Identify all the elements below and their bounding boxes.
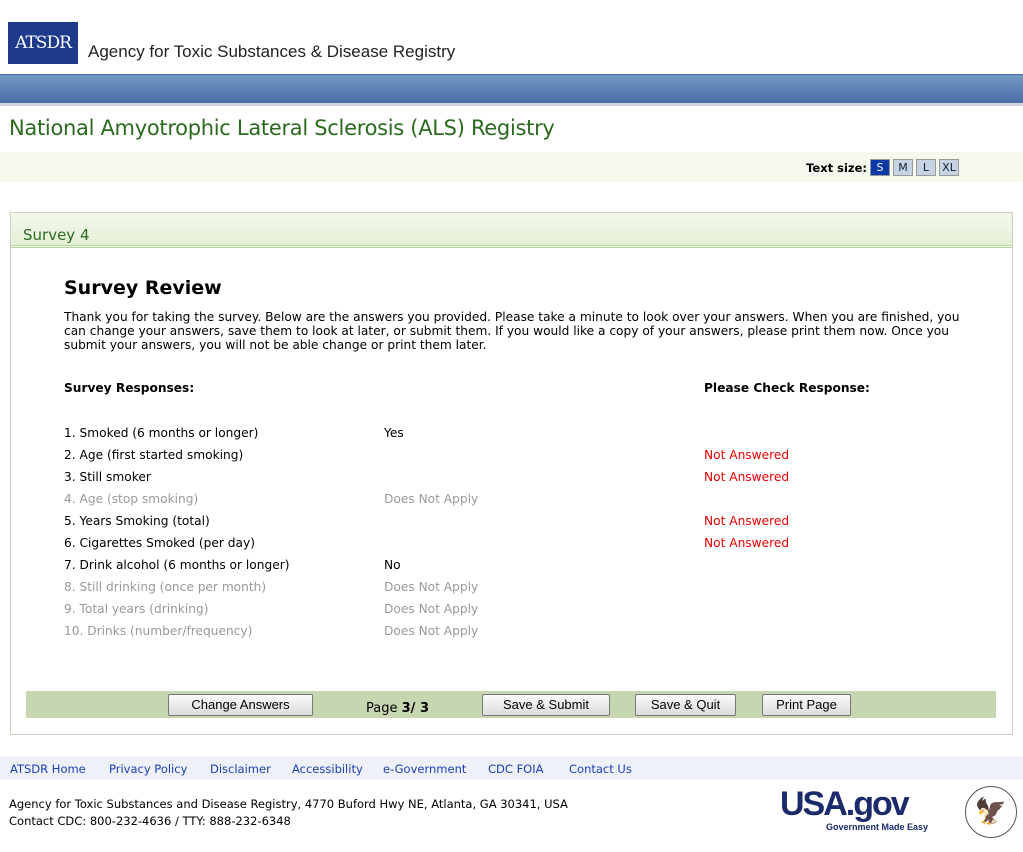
change-answers-button[interactable]: Change Answers xyxy=(168,694,313,716)
print-page-button[interactable]: Print Page xyxy=(762,694,851,716)
response-row: 10. Drinks (number/frequency) Does Not A… xyxy=(64,624,964,642)
text-size-l[interactable]: L xyxy=(916,159,936,176)
save-quit-button[interactable]: Save & Quit xyxy=(635,694,736,716)
address-block: Agency for Toxic Substances and Disease … xyxy=(9,796,568,830)
text-size-xl[interactable]: XL xyxy=(939,159,959,176)
link-cdc-foia[interactable]: CDC FOIA xyxy=(488,762,544,776)
intro-text: Thank you for taking the survey. Below a… xyxy=(64,310,960,352)
link-atsdr-home[interactable]: ATSDR Home xyxy=(10,762,86,776)
check-status: Not Answered xyxy=(704,536,790,550)
text-size-bar: Text size: S M L XL xyxy=(0,152,1023,182)
page-label: Page xyxy=(366,701,398,716)
section-heading: Survey Review xyxy=(64,277,222,299)
page-title: National Amyotrophic Lateral Sclerosis (… xyxy=(9,116,555,140)
response-row: 2. Age (first started smoking) Not Answe… xyxy=(64,448,964,466)
question: 10. Drinks (number/frequency) xyxy=(64,624,253,638)
address: Agency for Toxic Substances and Disease … xyxy=(9,797,568,811)
survey-panel: Survey 4 Survey Review Thank you for tak… xyxy=(10,212,1013,735)
agency-name: Agency for Toxic Substances & Disease Re… xyxy=(88,42,456,61)
response-row: 1. Smoked (6 months or longer) Yes xyxy=(64,426,964,444)
usagov-text: USA.gov xyxy=(780,785,910,823)
usagov-tagline: Government Made Easy xyxy=(826,822,929,832)
survey-name: Survey 4 xyxy=(23,226,90,244)
contact: Contact CDC: 800-232-4636 / TTY: 888-232… xyxy=(9,814,291,828)
question: 8. Still drinking (once per month) xyxy=(64,580,267,594)
answer: Does Not Apply xyxy=(384,624,479,638)
answer: Does Not Apply xyxy=(384,580,479,594)
save-submit-button[interactable]: Save & Submit xyxy=(482,694,610,716)
link-disclaimer[interactable]: Disclaimer xyxy=(210,762,271,776)
response-row: 9. Total years (drinking) Does Not Apply xyxy=(64,602,964,620)
atsdr-logo[interactable]: ATSDR xyxy=(8,22,78,64)
question: 6. Cigarettes Smoked (per day) xyxy=(64,536,255,550)
question: 2. Age (first started smoking) xyxy=(64,448,244,462)
question: 5. Years Smoking (total) xyxy=(64,514,210,528)
question: 3. Still smoker xyxy=(64,470,151,484)
response-row: 6. Cigarettes Smoked (per day) Not Answe… xyxy=(64,536,964,554)
question: 7. Drink alcohol (6 months or longer) xyxy=(64,558,290,572)
link-privacy-policy[interactable]: Privacy Policy xyxy=(109,762,188,776)
check-header: Please Check Response: xyxy=(704,381,870,395)
text-size-label: Text size: xyxy=(806,160,867,175)
page-indicator: Page 3/ 3 xyxy=(366,701,429,716)
response-row: 3. Still smoker Not Answered xyxy=(64,470,964,488)
survey-header: Survey 4 xyxy=(11,213,1012,248)
answer: No xyxy=(384,558,401,572)
check-status: Not Answered xyxy=(704,448,790,462)
link-e-government[interactable]: e-Government xyxy=(383,762,467,776)
link-contact-us[interactable]: Contact Us xyxy=(569,762,632,776)
response-row: 7. Drink alcohol (6 months or longer) No xyxy=(64,558,964,576)
question: 4. Age (stop smoking) xyxy=(64,492,199,506)
question: 9. Total years (drinking) xyxy=(64,602,209,616)
responses-header: Survey Responses: xyxy=(64,381,195,395)
page-value: 3/ 3 xyxy=(401,701,429,716)
response-row: 5. Years Smoking (total) Not Answered xyxy=(64,514,964,532)
answer: Yes xyxy=(384,426,404,440)
text-size-s[interactable]: S xyxy=(870,159,890,176)
usagov-logo[interactable]: USA.gov Government Made Easy xyxy=(780,786,928,832)
link-accessibility[interactable]: Accessibility xyxy=(292,762,363,776)
nav-bar xyxy=(0,74,1023,106)
footer-links: ATSDR Home Privacy Policy Disclaimer Acc… xyxy=(0,756,1023,780)
hhs-seal-icon: 🦅 xyxy=(965,786,1017,838)
response-row: 4. Age (stop smoking) Does Not Apply xyxy=(64,492,964,510)
check-status: Not Answered xyxy=(704,514,790,528)
check-status: Not Answered xyxy=(704,470,790,484)
response-row: 8. Still drinking (once per month) Does … xyxy=(64,580,964,598)
answer: Does Not Apply xyxy=(384,492,479,506)
button-bar: Change Answers Page 3/ 3 Save & Submit S… xyxy=(26,691,996,718)
text-size-m[interactable]: M xyxy=(893,159,913,176)
answer: Does Not Apply xyxy=(384,602,479,616)
question: 1. Smoked (6 months or longer) xyxy=(64,426,259,440)
